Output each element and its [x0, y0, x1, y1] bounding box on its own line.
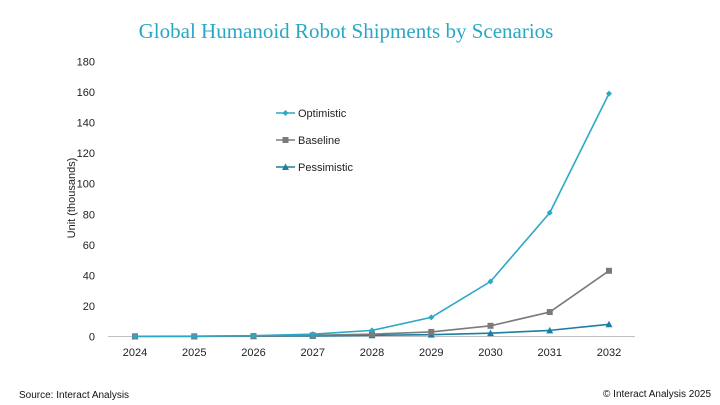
copyright-text: © Interact Analysis 2025	[603, 389, 711, 400]
data-point-pessimistic	[487, 329, 494, 337]
series-group	[131, 90, 613, 340]
legend-label-optimistic: Optimistic	[298, 108, 347, 120]
y-tick-label: 0	[89, 332, 95, 344]
y-tick-label: 160	[77, 87, 95, 99]
data-point-baseline	[428, 328, 435, 335]
x-tick-label: 2025	[182, 347, 206, 359]
y-tick-label: 60	[83, 240, 95, 252]
x-tick-label: 2028	[360, 347, 384, 359]
x-tick-label: 2031	[538, 347, 562, 359]
chart-title: Global Humanoid Robot Shipments by Scena…	[139, 19, 554, 43]
x-tick-label: 2026	[241, 347, 265, 359]
data-point-optimistic	[191, 333, 198, 340]
series-line-optimistic	[134, 93, 610, 338]
x-tick-label: 2024	[123, 347, 147, 359]
data-point-optimistic	[132, 333, 138, 340]
legend-item-baseline: Baseline	[276, 135, 340, 147]
y-tick-label: 140	[77, 118, 95, 130]
x-tick-label: 2027	[301, 347, 325, 359]
x-tick-label: 2030	[478, 347, 502, 359]
y-axis-label: Unit (thousands)	[66, 158, 78, 239]
legend-item-pessimistic: Pessimistic	[276, 162, 354, 174]
data-point-optimistic	[250, 332, 257, 339]
y-tick-label: 180	[77, 57, 95, 69]
data-point-baseline	[546, 309, 553, 316]
y-tick-label: 40	[83, 270, 95, 282]
series-optimistic	[132, 90, 612, 340]
data-point-optimistic	[309, 331, 316, 338]
data-point-pessimistic	[546, 326, 554, 334]
legend-label-baseline: Baseline	[298, 135, 340, 147]
y-tick-label: 20	[83, 301, 95, 313]
legend: Optimistic Baseline Pessimistic	[276, 108, 354, 174]
tick-labels: 0 20 40 60 80 100 120 140 160 180 2024 2025 2026 2027…	[77, 57, 622, 360]
data-point-optimistic	[487, 278, 494, 285]
data-point-optimistic	[606, 90, 612, 97]
y-tick-label: 120	[77, 148, 95, 160]
legend-marker-pessimistic	[282, 163, 289, 170]
x-tick-label: 2029	[419, 347, 443, 359]
x-tick-label: 2032	[597, 347, 621, 359]
legend-marker-optimistic	[282, 110, 289, 116]
data-point-optimistic	[428, 314, 435, 321]
legend-marker-baseline	[282, 137, 289, 143]
data-point-optimistic	[546, 209, 553, 216]
y-tick-label: 80	[83, 209, 95, 221]
source-text: Source: Interact Analysis	[19, 390, 129, 401]
series-line-baseline	[135, 270, 610, 338]
data-point-baseline	[606, 267, 612, 274]
y-tick-label: 100	[77, 179, 95, 191]
legend-item-optimistic: Optimistic	[276, 108, 347, 120]
data-point-baseline	[487, 322, 494, 329]
data-point-pessimistic	[605, 320, 613, 328]
data-point-optimistic	[369, 327, 375, 334]
data-point-baseline	[369, 331, 375, 338]
legend-label-pessimistic: Pessimistic	[298, 162, 354, 174]
